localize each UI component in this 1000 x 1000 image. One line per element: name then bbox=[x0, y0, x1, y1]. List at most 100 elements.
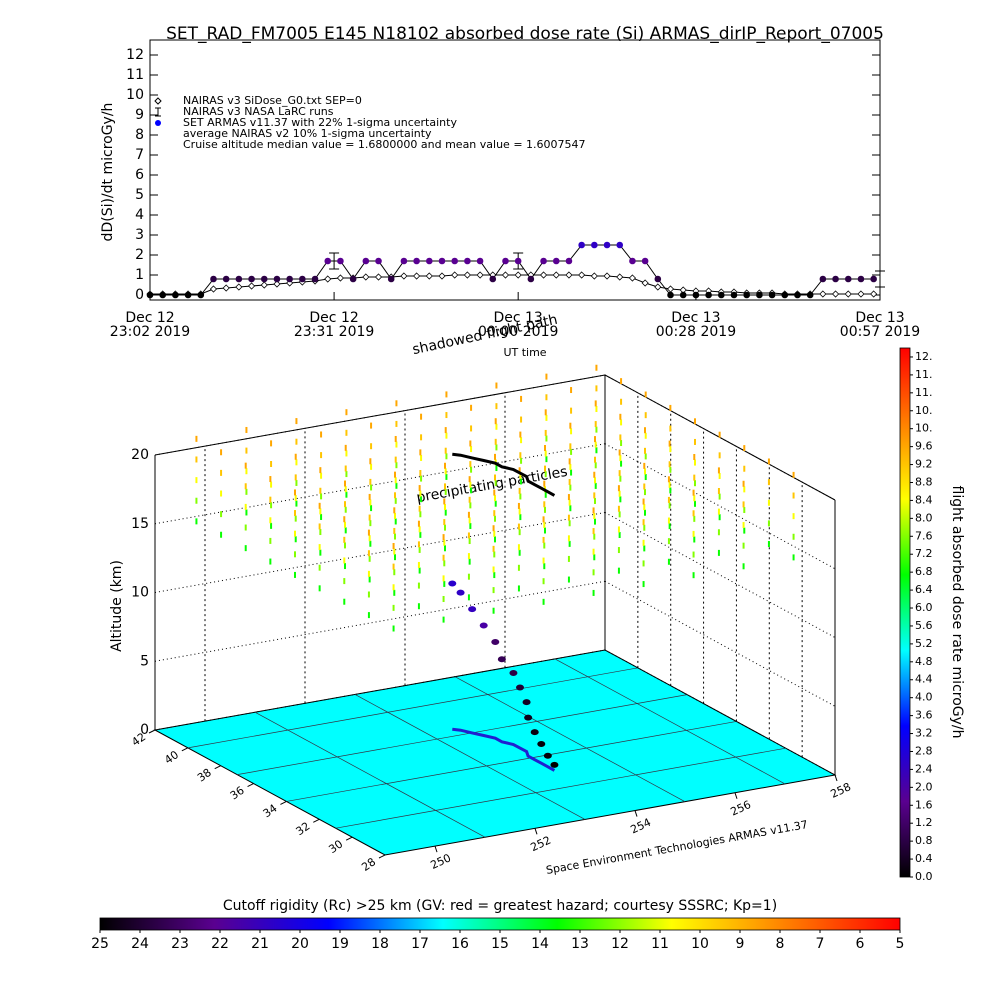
dot-marker bbox=[781, 291, 789, 299]
colorbar-tick-label: 8.8 bbox=[915, 475, 933, 488]
dot-marker bbox=[222, 275, 230, 283]
dot-marker bbox=[743, 291, 750, 299]
plot-series bbox=[146, 241, 885, 299]
legend-symbol bbox=[155, 120, 161, 126]
colorbar-tick-label: 2.0 bbox=[915, 780, 933, 793]
track-point bbox=[468, 606, 477, 613]
colorbar-tick-label: 2.8 bbox=[915, 744, 933, 757]
dot-marker bbox=[337, 257, 344, 265]
z-tick-label: 20 bbox=[131, 447, 149, 463]
lat-tick bbox=[313, 818, 320, 823]
diamond-marker bbox=[273, 280, 281, 288]
y-axis-label: dD(Si)/dt microGy/h bbox=[100, 103, 116, 242]
diamond-marker bbox=[844, 290, 852, 298]
colorbar-tick-label: 6.8 bbox=[915, 565, 933, 578]
top-shadow bbox=[452, 452, 556, 497]
track-point bbox=[491, 638, 500, 645]
rc-colorbar-tick-label: 9 bbox=[736, 936, 745, 952]
diamond-marker bbox=[463, 271, 471, 279]
lat-tick bbox=[345, 836, 353, 841]
lon-tick bbox=[834, 774, 838, 782]
dot-marker bbox=[768, 291, 776, 299]
dot-marker bbox=[616, 241, 624, 249]
dot-marker bbox=[210, 275, 217, 283]
floor-grid bbox=[354, 694, 586, 820]
dot-marker bbox=[362, 257, 370, 265]
colorbar-tick-label: 8.4 bbox=[915, 493, 933, 506]
diamond-marker bbox=[539, 271, 548, 279]
grid-line bbox=[154, 512, 606, 593]
grid-line bbox=[154, 580, 606, 662]
colorbar-tick-label: 5.2 bbox=[915, 637, 933, 650]
dot-marker bbox=[476, 257, 484, 265]
x-tick-label: Dec 12 bbox=[309, 310, 358, 326]
dot-marker bbox=[540, 257, 547, 265]
z-tick-label: 10 bbox=[131, 585, 149, 601]
x-tick-label: Dec 13 bbox=[493, 310, 542, 326]
dot-marker bbox=[489, 275, 497, 283]
legend-label: NAIRAS v3 SiDose_G0.txt SEP=0 bbox=[183, 94, 362, 107]
diamond-marker bbox=[362, 273, 370, 281]
track-point bbox=[530, 729, 539, 736]
rc-colorbar-tick-label: 20 bbox=[291, 936, 309, 952]
colorbar-tick-label: 0.8 bbox=[915, 834, 933, 847]
colorbar-tick-label: 4.8 bbox=[915, 655, 933, 668]
series-line bbox=[150, 244, 874, 296]
y-tick-label: 4 bbox=[135, 207, 144, 223]
rc-colorbar-tick-label: 7 bbox=[816, 936, 825, 952]
x-tick-label: Dec 12 bbox=[125, 310, 174, 326]
rc-colorbar-tick-label: 15 bbox=[491, 936, 509, 952]
dot-marker bbox=[857, 275, 865, 283]
colorbar-tick-label: 12. bbox=[915, 350, 933, 363]
diamond-marker bbox=[324, 275, 332, 283]
rc-colorbar-tick-label: 25 bbox=[91, 936, 109, 952]
diamond-marker bbox=[438, 272, 446, 280]
legend-note: average NAIRAS v2 10% 1-sigma uncertaint… bbox=[183, 127, 432, 140]
time-annotation: UT time bbox=[503, 346, 546, 359]
dot-marker bbox=[692, 291, 700, 299]
dot-marker bbox=[794, 291, 801, 299]
y-tick-label: 7 bbox=[135, 147, 144, 163]
rc-colorbar-tick-label: 18 bbox=[371, 936, 389, 952]
colorbar-tick-label: 8.0 bbox=[915, 511, 933, 524]
diamond-marker bbox=[425, 272, 433, 280]
track-point bbox=[479, 622, 488, 629]
rc-colorbar-tick-label: 12 bbox=[611, 936, 629, 952]
dot-marker bbox=[349, 275, 357, 283]
dot-marker bbox=[641, 257, 649, 265]
lat-tick bbox=[280, 800, 287, 805]
z-axis-label: Altitude (km) bbox=[109, 560, 125, 652]
colorbar bbox=[899, 347, 911, 878]
dot-marker bbox=[375, 257, 382, 265]
x-tick-label: 23:02 2019 bbox=[110, 324, 190, 340]
y-tick-label: 9 bbox=[135, 107, 144, 123]
colorbar-tick-label: 3.2 bbox=[915, 727, 933, 740]
diamond-marker bbox=[209, 285, 218, 293]
diamond-marker bbox=[616, 273, 624, 281]
dot-marker bbox=[527, 275, 535, 283]
diamond-marker bbox=[578, 271, 586, 279]
plot-frame bbox=[149, 39, 881, 301]
grid-line bbox=[154, 649, 606, 731]
diamond-marker bbox=[628, 274, 637, 282]
lat-tick bbox=[247, 783, 254, 788]
y-tick-label: 1 bbox=[135, 267, 144, 283]
dot-marker bbox=[324, 257, 332, 265]
y-tick-label: 3 bbox=[135, 227, 144, 243]
dot-marker bbox=[629, 257, 636, 265]
floor-grid bbox=[187, 667, 638, 749]
legend-label: SET ARMAS v11.37 with 22% 1-sigma uncert… bbox=[183, 116, 457, 129]
rc-colorbar-tick-label: 10 bbox=[691, 936, 709, 952]
rc-colorbar-tick-label: 8 bbox=[776, 936, 785, 952]
grid-line bbox=[154, 374, 606, 456]
colorbar-tick-label: 10. bbox=[915, 422, 933, 435]
track-point bbox=[456, 589, 465, 596]
dot-marker bbox=[603, 241, 611, 249]
grid-line bbox=[154, 443, 606, 525]
lat-tick bbox=[214, 765, 221, 770]
rc-colorbar-label: Cutoff rigidity (Rc) >25 km (GV: red = g… bbox=[223, 898, 777, 914]
dot-marker bbox=[679, 291, 687, 299]
dot-marker bbox=[299, 275, 306, 283]
dot-marker bbox=[311, 275, 319, 283]
